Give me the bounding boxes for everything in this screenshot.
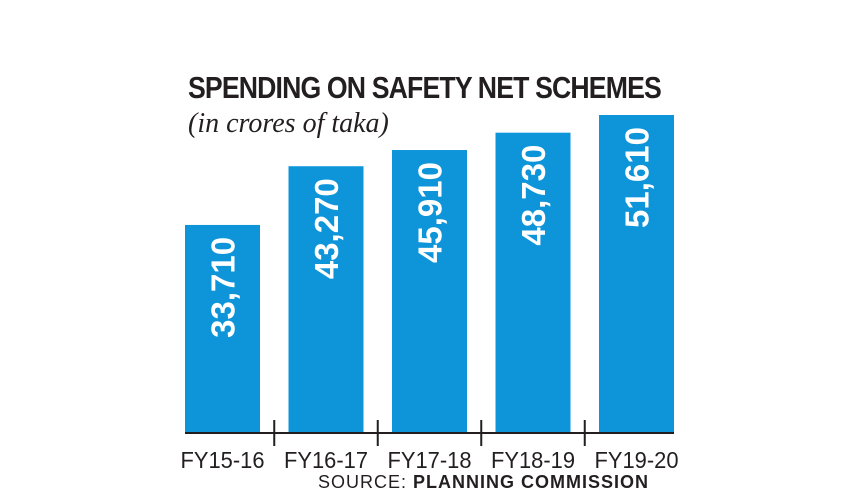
category-label: FY17-18 (388, 447, 472, 473)
value-label: 43,270 (308, 178, 345, 279)
labels-layer: 33,710 FY15-16 43,270 FY16-17 45,910 FY17-18 4… (181, 127, 679, 473)
source-name: PLANNING COMMISSION (413, 472, 650, 492)
value-label: 33,710 (205, 237, 242, 338)
category-label: FY19-20 (595, 447, 679, 473)
bars-layer (185, 115, 674, 433)
value-label: 45,910 (412, 162, 449, 263)
source-note: SOURCE: PLANNING COMMISSION (318, 472, 649, 493)
source-prefix: SOURCE: (318, 472, 414, 492)
bar-fy19-20 (599, 115, 674, 432)
chart-title: SPENDING ON SAFETY NET SCHEMES (188, 70, 662, 105)
category-label: FY16-17 (284, 447, 368, 473)
bar-fy15-16 (185, 224, 260, 432)
bar-fy17-18 (392, 150, 467, 432)
value-label: 48,730 (515, 145, 552, 246)
category-label: FY18-19 (491, 447, 575, 473)
x-axis (185, 420, 674, 446)
chart-subtitle: (in crores of taka) (188, 108, 389, 139)
category-label: FY15-16 (181, 447, 265, 473)
bar-fy18-19 (495, 132, 571, 433)
value-label: 51,610 (619, 127, 656, 228)
bar-fy16-17 (288, 166, 364, 432)
